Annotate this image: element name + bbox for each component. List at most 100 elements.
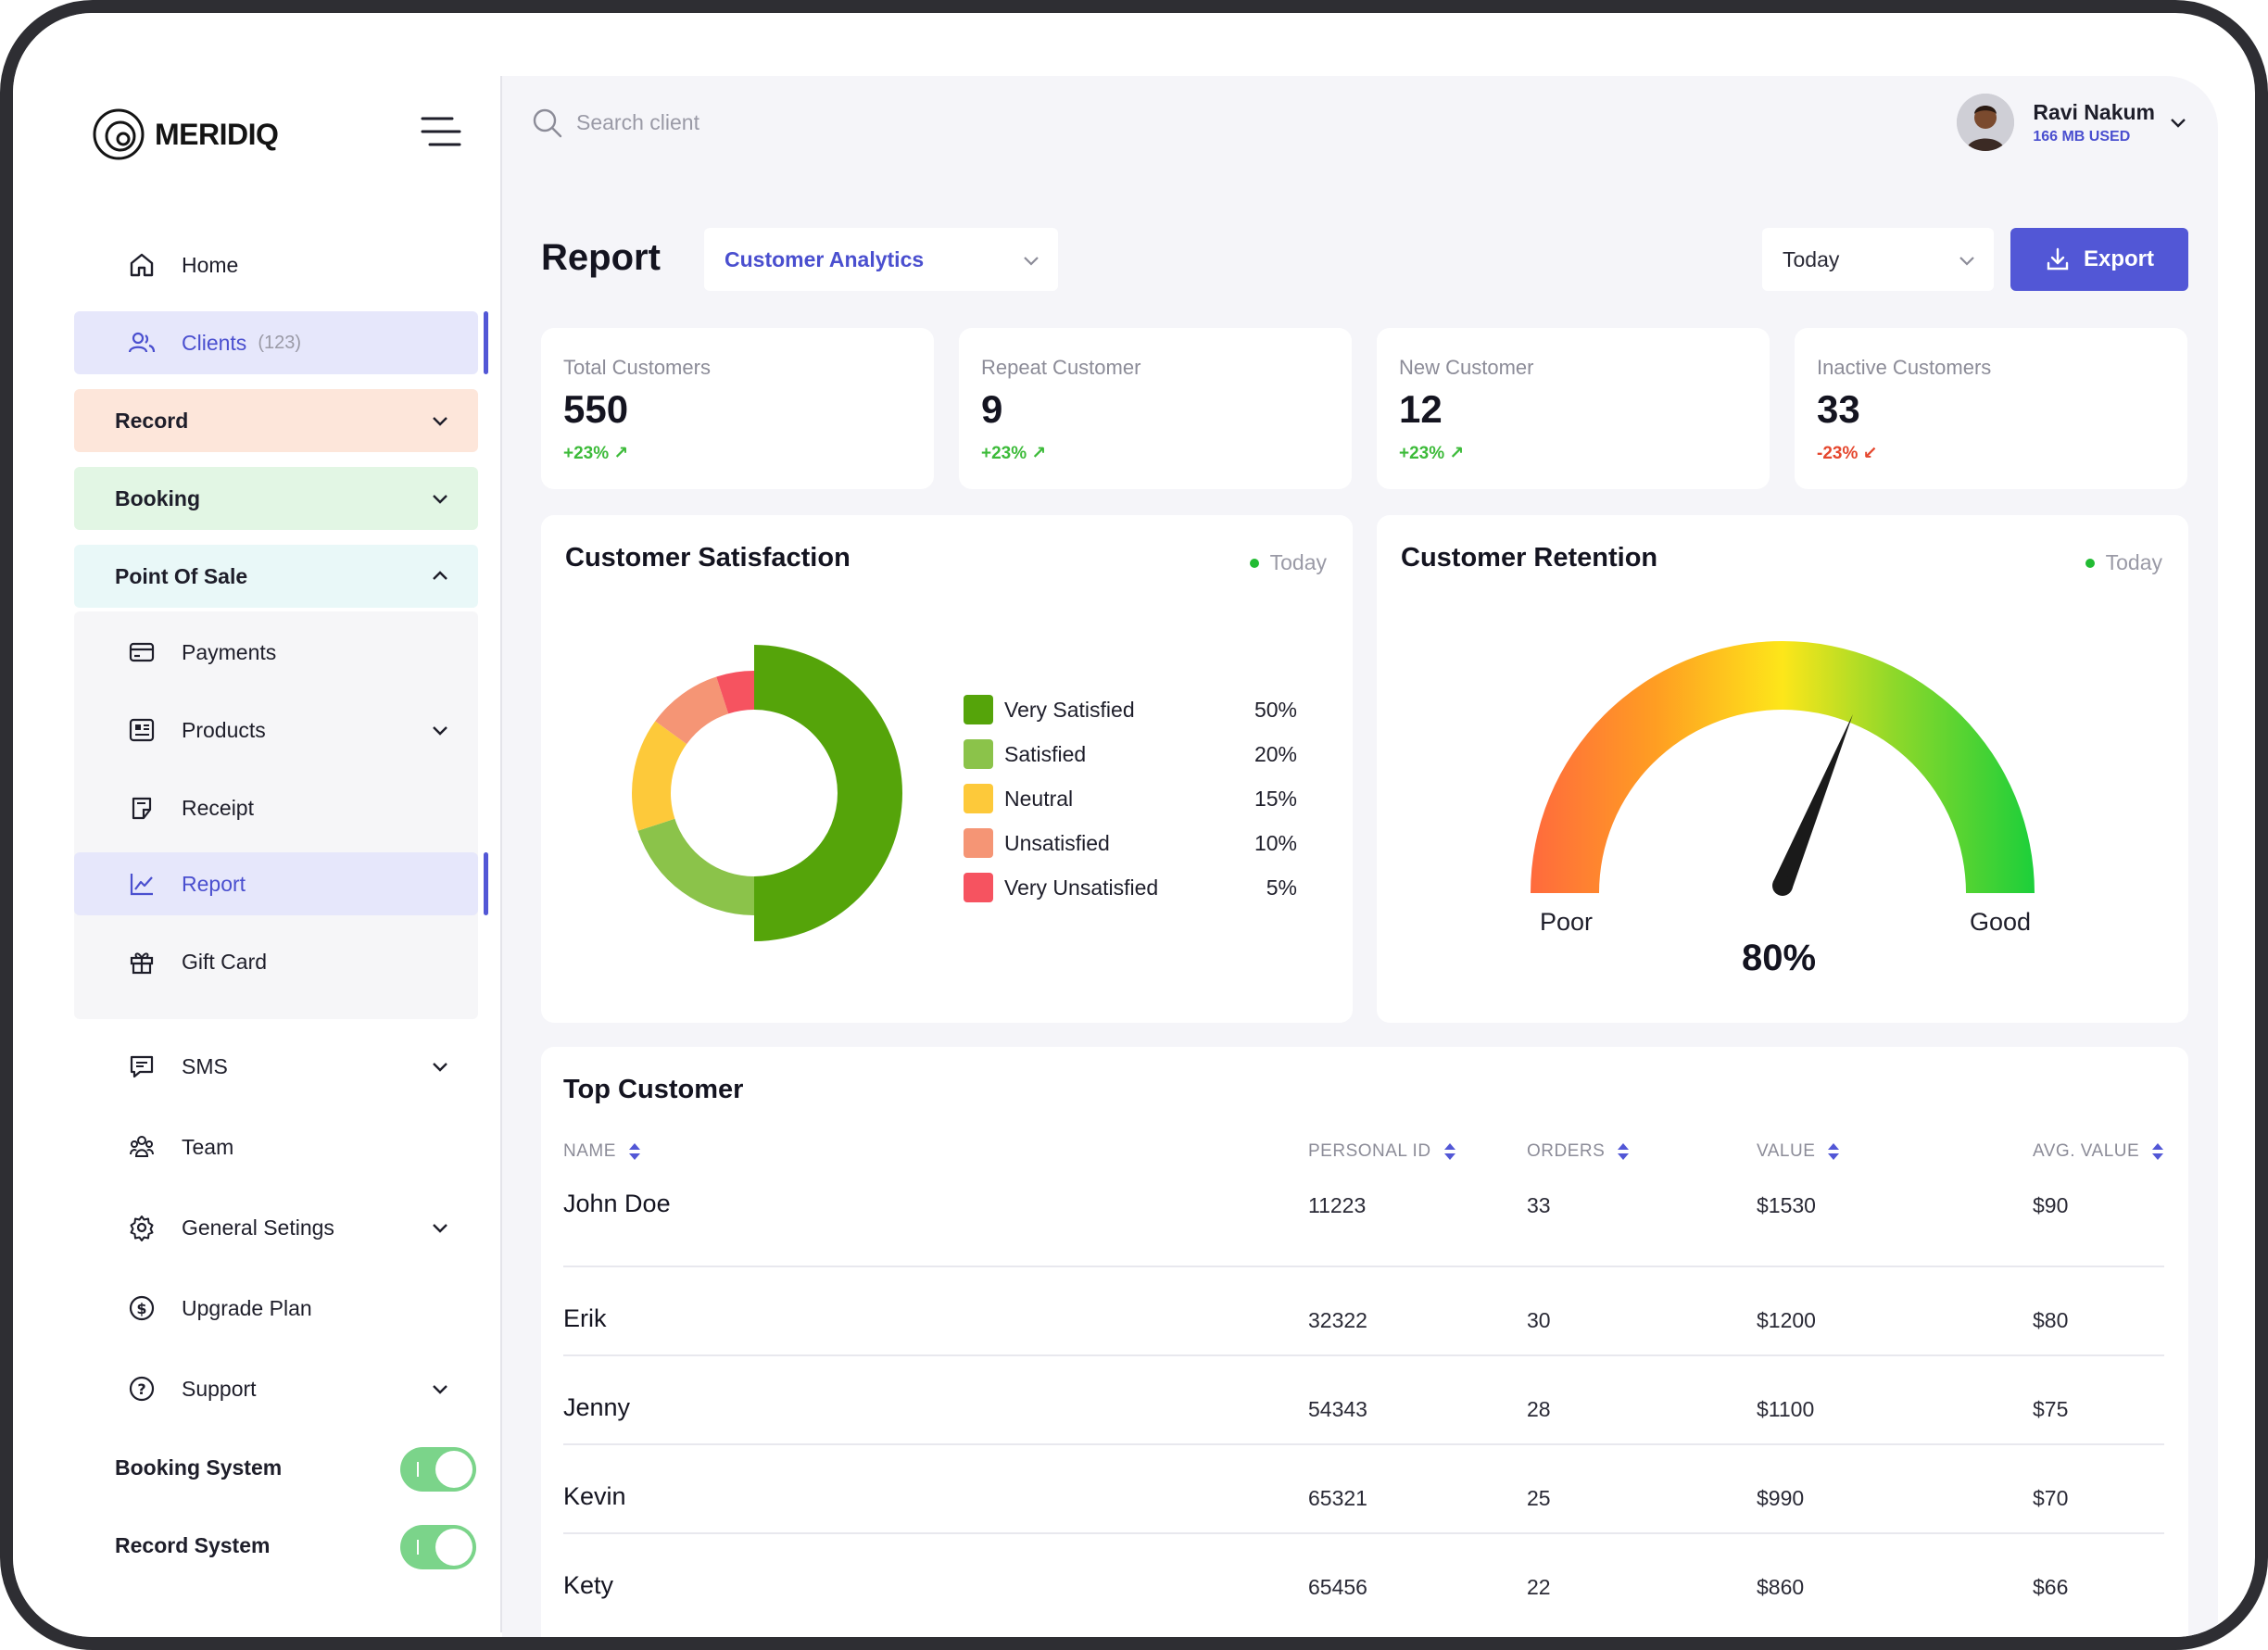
point-of-sale-submenu (74, 611, 478, 1019)
cell-avg-value: $90 (2033, 1193, 2069, 1217)
cell-orders: 28 (1527, 1397, 1551, 1421)
cell-orders: 22 (1527, 1575, 1551, 1599)
table-row[interactable]: Kevin 65321 25 $990 $70 (563, 1445, 2164, 1534)
sidebar-item-products[interactable]: Products (74, 699, 478, 762)
dollar-icon: $ (126, 1292, 158, 1324)
gauge-needle (1772, 713, 1853, 896)
legend-value: 15% (1254, 786, 1297, 811)
sidebar-item-receipt[interactable]: Receipt (74, 776, 478, 839)
sidebar-item-payments[interactable]: Payments (74, 621, 478, 684)
sort-icon (2152, 1143, 2164, 1160)
legend-item: Unsatisfied 10% (964, 821, 1297, 865)
cell-name: Jenny (563, 1393, 631, 1421)
sidebar-item-label: Support (182, 1376, 257, 1401)
stat-label: Total Customers (563, 356, 711, 379)
legend-swatch (964, 739, 993, 769)
help-icon: ? (126, 1373, 158, 1404)
table-row[interactable]: John Doe 11223 33 $1530 $90 (563, 1178, 2164, 1267)
export-button[interactable]: Export (2010, 228, 2188, 291)
sidebar: MERIDIQ Home Clients (123) Record Bookin… (13, 13, 495, 1637)
table-title: Top Customer (563, 1075, 744, 1104)
search-icon (533, 108, 562, 138)
needle-pointer (1772, 713, 1853, 890)
legend-value: 5% (1266, 875, 1297, 900)
stat-change: -23% ↙ (1817, 444, 1878, 463)
storage-usage: 166 MB USED (2033, 128, 2131, 145)
users-icon (126, 327, 158, 359)
stat-change: +23% ↗ (563, 444, 629, 463)
sort-icon (1828, 1143, 1840, 1160)
brand-logo[interactable]: MERIDIQ (92, 102, 279, 167)
chevron-down-icon (433, 726, 447, 736)
booking-system-toggle[interactable] (400, 1447, 476, 1492)
card-title: Customer Satisfaction (565, 543, 850, 573)
sidebar-item-home[interactable]: Home (74, 233, 478, 296)
sidebar-item-team[interactable]: Team (74, 1115, 478, 1178)
donut-slice-satisfied (637, 818, 754, 915)
sidebar-item-point-of-sale[interactable]: Point Of Sale (74, 545, 478, 608)
table-row[interactable]: Jenny 54343 28 $1100 $75 (563, 1356, 2164, 1445)
period-indicator: Today (1249, 550, 1327, 575)
legend-label: Unsatisfied (1004, 830, 1110, 855)
column-header-personal-id[interactable]: PERSONAL ID (1308, 1141, 1457, 1162)
sort-icon (1443, 1143, 1455, 1160)
column-header-orders[interactable]: ORDERS (1527, 1141, 1631, 1162)
column-header-name[interactable]: NAME (563, 1141, 642, 1162)
active-indicator (484, 311, 488, 374)
sidebar-item-report[interactable]: Report (74, 852, 478, 915)
page-title: Report (541, 237, 661, 278)
sidebar-item-record[interactable]: Record (74, 389, 478, 452)
cell-avg-value: $75 (2033, 1397, 2069, 1421)
sidebar-item-label: Upgrade Plan (182, 1295, 312, 1320)
sort-icon (1618, 1143, 1630, 1160)
sidebar-item-label: Gift Card (182, 949, 268, 974)
record-system-toggle[interactable] (400, 1525, 476, 1569)
clients-count-badge: (123) (258, 332, 302, 353)
table-row[interactable]: Erik 32322 30 $1200 $80 (563, 1267, 2164, 1356)
search-input[interactable] (576, 104, 1132, 141)
user-menu[interactable]: Ravi Nakum 166 MB USED (1957, 93, 2188, 152)
table-row[interactable]: Kety 65456 22 $860 $66 (563, 1534, 2164, 1623)
sidebar-item-general-settings[interactable]: General Setings (74, 1196, 478, 1259)
satisfaction-donut-chart (632, 645, 902, 941)
period-label: Today (2105, 550, 2162, 574)
logo-icon (93, 108, 145, 160)
legend-value: 20% (1254, 741, 1297, 766)
legend-label: Neutral (1004, 786, 1074, 811)
svg-text:?: ? (137, 1380, 145, 1398)
credit-card-icon (126, 636, 158, 668)
chevron-down-icon (2171, 119, 2186, 128)
cell-orders: 25 (1527, 1486, 1551, 1510)
sidebar-item-sms[interactable]: SMS (74, 1035, 478, 1098)
sidebar-item-gift-card[interactable]: Gift Card (74, 930, 478, 993)
report-type-value: Customer Analytics (724, 246, 925, 271)
sidebar-item-upgrade-plan[interactable]: $ Upgrade Plan (74, 1277, 478, 1340)
column-header-value[interactable]: VALUE (1757, 1141, 1841, 1162)
customer-retention-card: Customer Retention Today Poor Good 80% (1377, 515, 2188, 1023)
top-customer-table: Top Customer NAME PERSONAL ID ORDERS VAL… (541, 1047, 2188, 1637)
chevron-down-icon (1959, 257, 1974, 266)
donut-slice-neutral (632, 721, 687, 831)
period-select[interactable]: Today (1762, 228, 1994, 291)
legend-label: Satisfied (1004, 741, 1087, 766)
receipt-icon (126, 792, 158, 824)
menu-toggle-icon[interactable] (421, 113, 461, 150)
gauge-min-label: Poor (1540, 908, 1594, 936)
report-type-select[interactable]: Customer Analytics (704, 228, 1058, 291)
donut-slice-very-unsatisfied (716, 671, 754, 714)
legend-item: Satisfied 20% (964, 732, 1297, 776)
sidebar-item-booking[interactable]: Booking (74, 467, 478, 530)
sidebar-item-clients[interactable]: Clients (123) (74, 311, 478, 374)
stat-card-inactive-customers: Inactive Customers 33 -23% ↙ (1795, 328, 2187, 489)
column-header-avg-value[interactable]: AVG. VALUE (2033, 1141, 2165, 1162)
chevron-down-icon (433, 1385, 447, 1394)
download-icon (2047, 247, 2069, 271)
status-dot (2085, 558, 2095, 568)
sidebar-divider (500, 76, 502, 1632)
sidebar-item-support[interactable]: ? Support (74, 1357, 478, 1420)
sidebar-item-label: Payments (182, 639, 277, 664)
home-icon (126, 249, 158, 281)
export-label: Export (2083, 246, 2154, 271)
stat-label: Inactive Customers (1817, 356, 1992, 379)
legend-item: Neutral 15% (964, 776, 1297, 821)
